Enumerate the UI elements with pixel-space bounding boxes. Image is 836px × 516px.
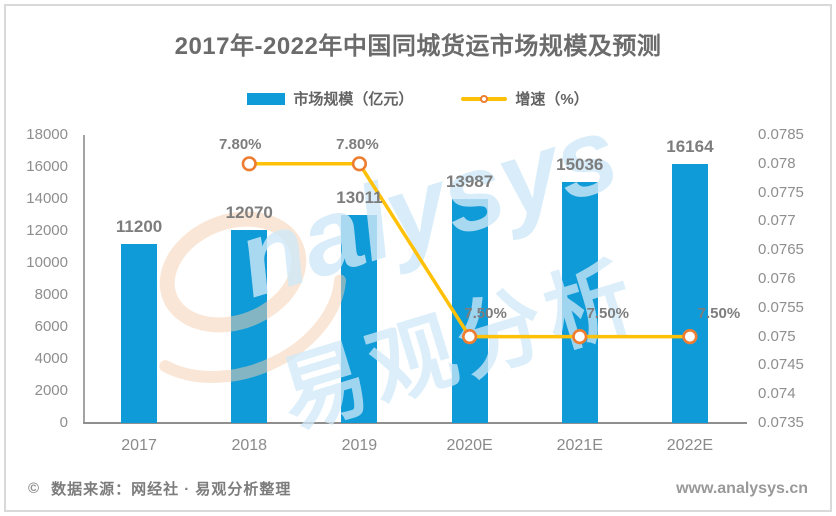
- bar-series-swatch-icon: [247, 92, 286, 105]
- bar-2018: [231, 229, 268, 423]
- x-axis-tick: 2018: [231, 437, 268, 454]
- bar-2019: [341, 214, 378, 423]
- y-axis-tick-right: 0.076: [758, 270, 796, 287]
- bar-value-label: 16164: [666, 137, 714, 157]
- footer: © 数据来源：网经社 · 易观分析整理 www.analysys.cn: [28, 478, 808, 499]
- y-axis-tick-right: 0.0765: [758, 241, 804, 259]
- chart-title: 2017年-2022年中国同城货运市场规模及预测: [174, 33, 662, 60]
- legend: 市场规模（亿元） 增速（%）: [0, 88, 836, 109]
- growth-line: [249, 162, 690, 339]
- data-source-text: 数据来源：网经社 · 易观分析整理: [51, 481, 292, 498]
- y-axis-tick-left: 6000: [34, 318, 68, 335]
- growth-value-label: 7.80%: [336, 135, 379, 153]
- y-axis-line: [83, 135, 85, 423]
- bar-value-label: 12070: [225, 202, 273, 222]
- y-axis-tick-right: 0.0755: [758, 298, 804, 316]
- bar-value-label: 13011: [336, 187, 383, 207]
- growth-marker-2022E: [682, 329, 698, 345]
- legend-item-growth: 增速（%）: [461, 88, 589, 109]
- y-axis-tick-right: 0.0735: [758, 414, 804, 431]
- y-axis-tick-right: 0.075: [758, 327, 796, 345]
- growth-marker-2021E: [572, 329, 588, 345]
- x-axis-tick: 2019: [341, 437, 378, 454]
- website-text: www.analysys.cn: [676, 479, 808, 497]
- svg-text:nalysys: nalysys: [224, 93, 630, 320]
- line-series-swatch-icon: [461, 92, 508, 106]
- y-axis-tick-left: 2000: [34, 382, 68, 399]
- y-axis-tick-right: 0.0745: [758, 356, 804, 374]
- growth-value-label: 7.50%: [464, 304, 507, 322]
- y-axis-tick-left: 14000: [26, 190, 68, 207]
- growth-marker-2019: [351, 156, 368, 172]
- y-axis-tick-right: 0.0785: [758, 126, 804, 143]
- bar-value-label: 11200: [115, 216, 163, 236]
- y-axis-tick-right: 0.074: [758, 385, 796, 403]
- y-axis-tick-left: 10000: [26, 254, 68, 271]
- y-axis-tick-left: 0: [59, 414, 68, 431]
- legend-label-market-size: 市场规模（亿元）: [293, 91, 414, 108]
- y-axis-tick-right: 0.0775: [758, 183, 804, 201]
- bar-2021E: [561, 182, 598, 423]
- bar-value-label: 15036: [556, 155, 604, 175]
- bar-2017: [121, 243, 158, 423]
- growth-value-label: 7.50%: [697, 304, 741, 322]
- y-axis-tick-left: 8000: [34, 286, 68, 303]
- legend-label-growth: 增速（%）: [515, 91, 589, 108]
- x-axis-line: [83, 422, 747, 424]
- growth-value-label: 7.50%: [586, 304, 630, 322]
- y-axis-tick-right: 0.077: [758, 212, 796, 230]
- y-axis-tick-right: 0.078: [758, 154, 796, 172]
- bar-value-label: 13987: [445, 172, 494, 192]
- y-axis-tick-left: 16000: [26, 158, 68, 175]
- copyright-icon: ©: [28, 480, 40, 497]
- frame-border: [4, 4, 832, 512]
- x-axis-tick: 2022E: [666, 437, 714, 454]
- bar-2022E: [671, 164, 708, 423]
- x-axis-tick: 2021E: [556, 437, 603, 454]
- growth-marker-2018: [241, 156, 257, 172]
- growth-value-label: 7.80%: [218, 135, 262, 153]
- y-axis-tick-left: 18000: [26, 126, 68, 143]
- legend-item-market-size: 市场规模（亿元）: [247, 88, 413, 109]
- x-axis-tick: 2020E: [446, 437, 493, 454]
- x-axis-tick: 2017: [121, 437, 157, 454]
- bar-2020E: [451, 199, 488, 423]
- growth-marker-2020E: [461, 329, 478, 345]
- y-axis-tick-left: 12000: [26, 222, 68, 239]
- svg-text:易观分析: 易观分析: [269, 247, 649, 446]
- y-axis-tick-left: 4000: [34, 350, 68, 367]
